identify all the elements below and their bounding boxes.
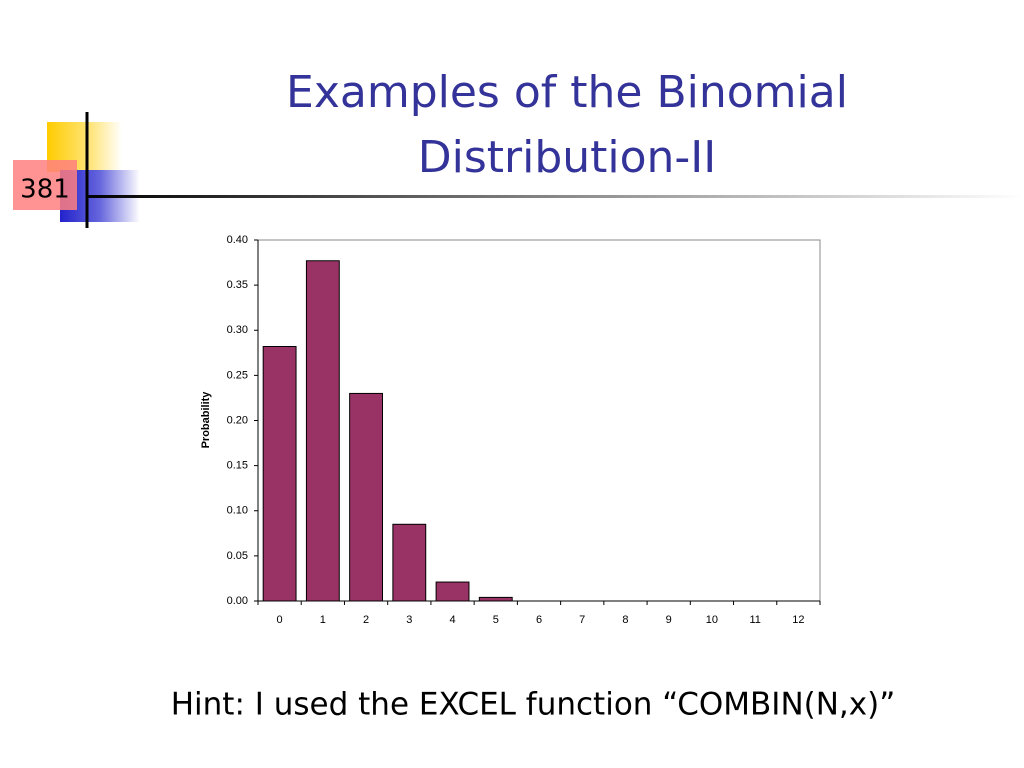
y-tick-label: 0.15	[227, 460, 248, 472]
slide-title: Examples of the Binomial	[286, 67, 848, 118]
x-tick-label: 11	[749, 614, 760, 626]
x-tick-label: 0	[277, 614, 283, 626]
hint: Hint: I used the EXCEL function “COMBIN(…	[171, 687, 896, 723]
y-tick-label: 0.05	[227, 550, 248, 562]
y-tick-label: 0.00	[227, 595, 248, 607]
bar	[305, 260, 340, 602]
x-tick-label: 9	[666, 614, 672, 626]
x-tick-label: 5	[493, 614, 499, 626]
decor-hline	[87, 195, 1024, 198]
x-tick-label: 1	[320, 614, 326, 626]
bar	[435, 581, 470, 602]
decor-red	[13, 160, 77, 210]
x-tick-label: 3	[406, 614, 412, 626]
y-tick-label: 0.20	[227, 414, 248, 426]
plot-area	[257, 239, 821, 602]
y-tick-label: 0.40	[227, 234, 248, 246]
bar	[262, 345, 297, 602]
slide-title: Distribution-II	[418, 132, 717, 183]
x-tick-label: 2	[363, 614, 369, 626]
y-axis-label: Probability	[200, 391, 212, 449]
x-tick-label: 4	[449, 614, 455, 626]
bar	[349, 392, 384, 602]
y-tick-label: 0.10	[227, 505, 248, 517]
x-tick-label: 6	[536, 614, 542, 626]
bar	[392, 523, 427, 602]
slide-number: 381	[20, 175, 70, 205]
y-tick-label: 0.25	[227, 369, 248, 381]
x-tick-label: 8	[622, 614, 628, 626]
y-tick-label: 0.30	[227, 324, 248, 336]
y-tick-label: 0.35	[227, 279, 248, 291]
x-tick-label: 10	[706, 614, 718, 626]
x-tick-label: 7	[579, 614, 585, 626]
x-tick-label: 12	[792, 614, 804, 626]
bar	[478, 596, 513, 602]
